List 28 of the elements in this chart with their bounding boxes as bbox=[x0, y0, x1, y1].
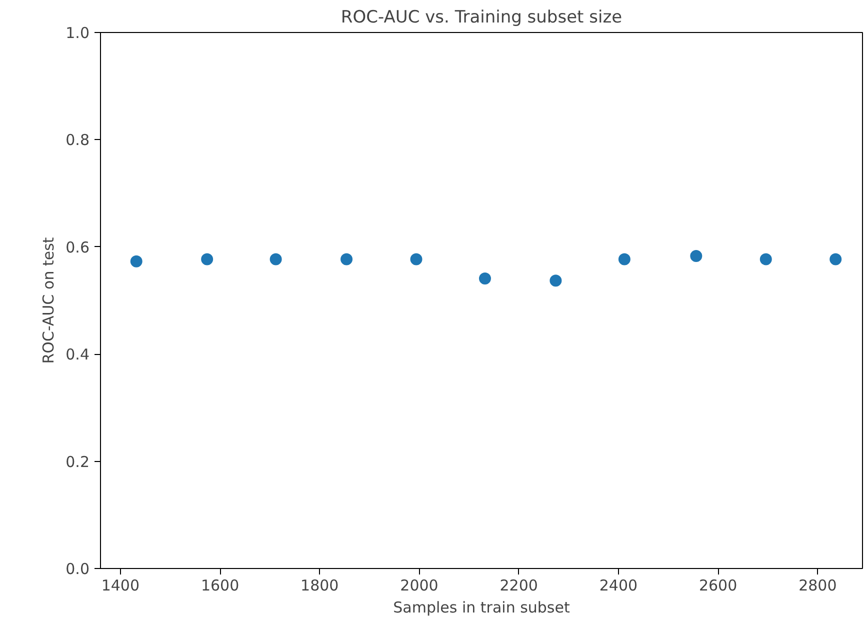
x-tick-label: 2800 bbox=[798, 576, 837, 594]
y-tick-label: 0.4 bbox=[66, 346, 90, 364]
point bbox=[410, 253, 422, 266]
y-tick-label: 0.8 bbox=[66, 131, 90, 150]
x-tick-label: 2400 bbox=[599, 576, 638, 594]
x-tick-label: 2200 bbox=[500, 576, 538, 594]
y-tick-label: 0.2 bbox=[66, 452, 90, 471]
y-tick-label: 1.0 bbox=[66, 24, 90, 42]
point bbox=[130, 255, 142, 268]
point bbox=[478, 272, 491, 285]
y-tick-label: 0.6 bbox=[66, 238, 90, 256]
y-tick-label: 0.0 bbox=[66, 560, 90, 578]
x-tick-label: 2000 bbox=[400, 576, 438, 594]
chart-title: ROC-AUC vs. Training subset size bbox=[340, 8, 622, 28]
point bbox=[550, 274, 562, 287]
point bbox=[340, 253, 353, 266]
y-axis-title: ROC-AUC on test bbox=[40, 237, 58, 364]
x-tick-label: 2600 bbox=[698, 576, 738, 594]
point bbox=[830, 253, 842, 266]
x-tick-label: 1400 bbox=[101, 576, 140, 594]
point bbox=[690, 250, 702, 262]
point bbox=[270, 253, 282, 266]
x-tick-label: 1600 bbox=[200, 576, 240, 594]
x-axis-title: Samples in train subset bbox=[393, 598, 570, 616]
point bbox=[201, 253, 214, 266]
point bbox=[760, 253, 772, 266]
point bbox=[618, 253, 630, 266]
x-tick-label: 1800 bbox=[300, 576, 339, 594]
